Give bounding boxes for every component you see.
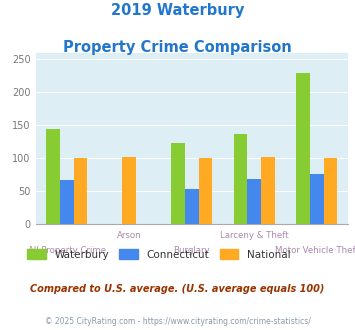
Bar xyxy=(323,158,337,224)
Bar xyxy=(234,134,247,224)
Text: 2019 Waterbury: 2019 Waterbury xyxy=(111,3,244,18)
Text: Larceny & Theft: Larceny & Theft xyxy=(220,231,289,240)
Text: Burglary: Burglary xyxy=(173,246,210,255)
Bar xyxy=(198,158,212,224)
Text: All Property Crime: All Property Crime xyxy=(28,246,106,255)
Bar xyxy=(122,157,136,224)
Bar xyxy=(310,174,323,224)
Text: © 2025 CityRating.com - https://www.cityrating.com/crime-statistics/: © 2025 CityRating.com - https://www.city… xyxy=(45,317,310,326)
Bar xyxy=(261,157,275,224)
Legend: Waterbury, Connecticut, National: Waterbury, Connecticut, National xyxy=(23,245,294,264)
Text: Property Crime Comparison: Property Crime Comparison xyxy=(63,40,292,54)
Bar xyxy=(60,180,73,224)
Bar xyxy=(247,179,261,224)
Text: Arson: Arson xyxy=(117,231,142,240)
Bar xyxy=(46,129,60,224)
Bar xyxy=(73,158,87,224)
Bar xyxy=(185,189,198,224)
Bar xyxy=(296,73,310,224)
Text: Motor Vehicle Theft: Motor Vehicle Theft xyxy=(275,246,355,255)
Text: Compared to U.S. average. (U.S. average equals 100): Compared to U.S. average. (U.S. average … xyxy=(30,284,325,294)
Bar xyxy=(171,143,185,224)
